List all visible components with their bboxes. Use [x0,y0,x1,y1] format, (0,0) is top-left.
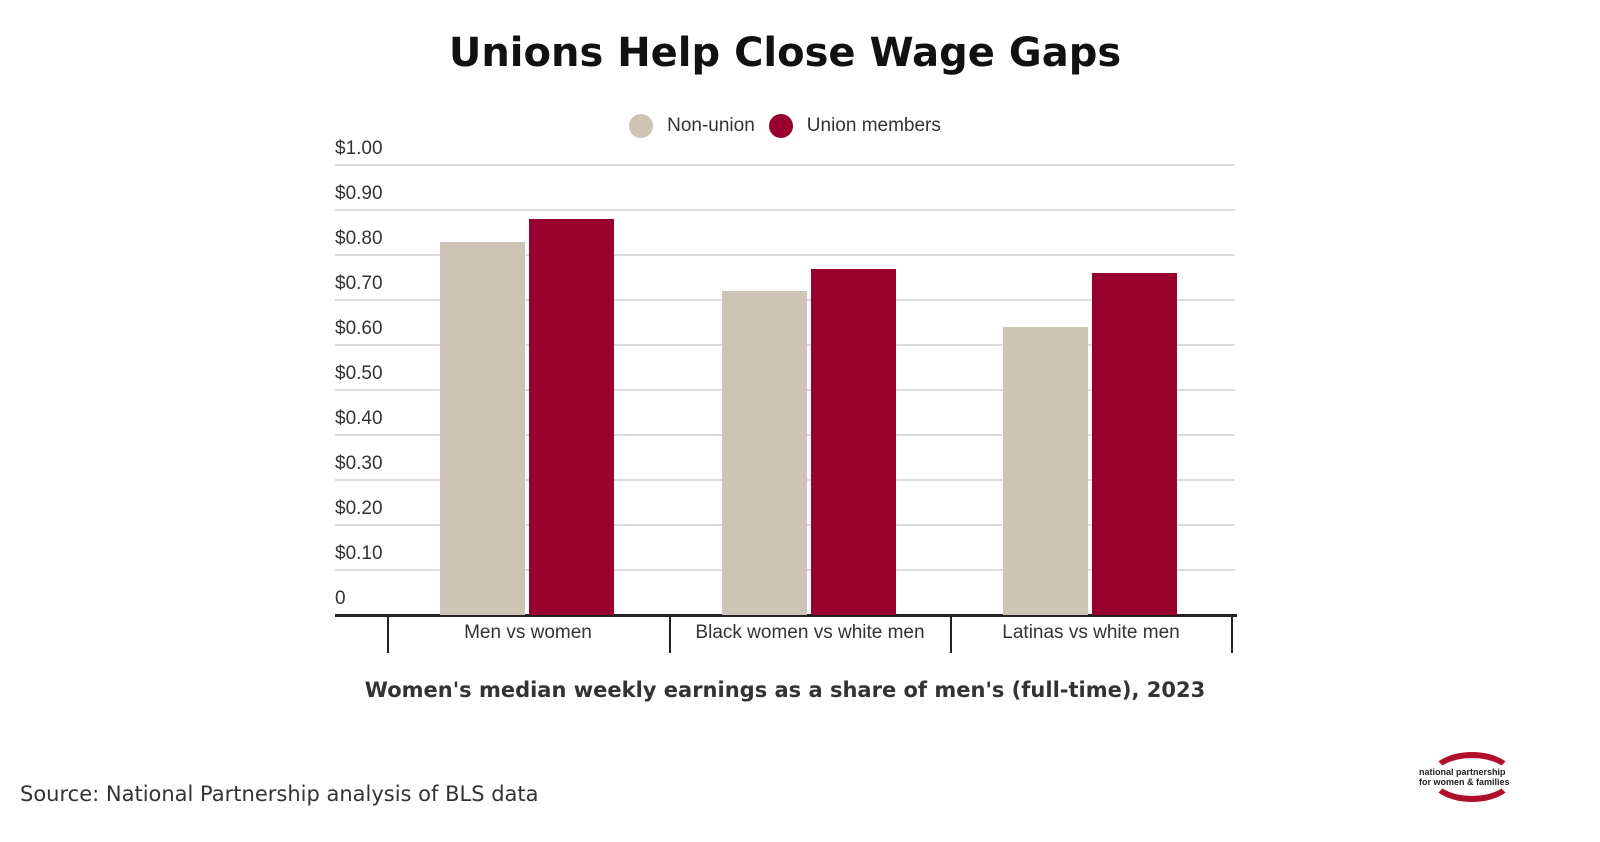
y-tick-label: $0.40 [335,408,383,429]
bar-non-union [440,241,525,615]
y-tick-label: $0.60 [335,318,383,339]
bar-non-union [722,291,807,615]
logo-arc-icon [1429,752,1515,802]
y-tick-label: $0.20 [335,498,383,519]
bar-union-members [1092,273,1177,615]
x-tick-label: Men vs women [464,622,592,643]
x-axis-line [335,614,1237,617]
legend-swatch-non-union [629,114,654,138]
y-tick-label: $0.30 [335,453,383,474]
y-tick-label: $1.00 [335,138,383,159]
source-note: Source: National Partnership analysis of… [20,782,539,806]
legend-item-non-union: Non-union [629,114,755,138]
x-tick-label: Black women vs white men [695,622,925,643]
bar-non-union [1003,327,1088,615]
y-tick-label: $0.70 [335,273,383,294]
gridline [335,254,1235,256]
x-axis-title: Women's median weekly earnings as a shar… [364,678,1206,702]
logo-text: national partnership for women & familie… [1417,766,1512,788]
x-tick [387,617,389,653]
chart-title: Unions Help Close Wage Gaps [448,30,1122,76]
legend-label-union-members: Union members [806,115,941,136]
gridline [335,209,1235,211]
legend-swatch-union-members [768,114,793,138]
x-tick [669,617,671,653]
gridline [335,164,1235,166]
legend: Non-union Union members [0,114,1570,138]
x-tick [950,617,952,653]
y-tick-label: $0.50 [335,363,383,384]
y-tick-label: $0.80 [335,228,383,249]
bar-union-members [811,268,896,615]
legend-label-non-union: Non-union [667,115,755,136]
bar-union-members [529,219,614,615]
legend-item-union-members: Union members [768,114,941,138]
y-tick-label: 0 [335,588,346,609]
y-tick-label: $0.10 [335,543,383,564]
national-partnership-logo: national partnership for women & familie… [1415,752,1527,806]
x-tick-label: Latinas vs white men [1002,622,1180,643]
x-tick [1231,617,1233,653]
y-tick-label: $0.90 [335,183,383,204]
